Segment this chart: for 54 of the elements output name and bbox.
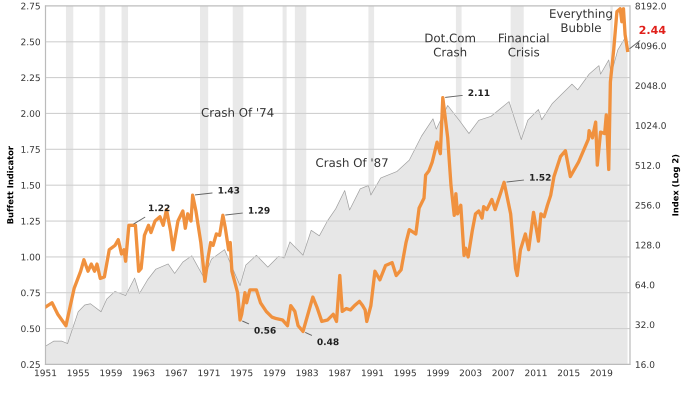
- x-tick-label: 1987: [329, 369, 351, 376]
- annotation: Everything Bubble: [550, 8, 612, 32]
- annotation: Financial Crisis: [499, 33, 548, 57]
- y2-tick-label: 2048.0: [636, 82, 666, 90]
- x-tick-label: 1971: [198, 369, 220, 376]
- y-tick-label: 0.50: [21, 325, 40, 332]
- y-tick-label: 1.25: [22, 218, 40, 225]
- y-tick-label: 2.25: [21, 74, 40, 82]
- annotation: 0.48: [317, 338, 339, 346]
- x-tick-label: 1955: [68, 369, 89, 376]
- x-tick-label: 2011: [525, 369, 547, 376]
- x-tick-label: 1963: [133, 369, 154, 376]
- y2-tick-label: 1024.0: [636, 122, 666, 129]
- x-tick-label: 2019: [590, 369, 612, 376]
- annotation: Crash Of '74: [202, 108, 274, 117]
- y2-tick-label: 64.0: [635, 282, 654, 288]
- y2-tick-label: 256.0: [636, 202, 660, 209]
- y-tick-label: 2.50: [21, 38, 40, 46]
- y2-axis-title: Index (Log 2): [672, 154, 680, 216]
- y-tick-label: 0.25: [21, 361, 40, 368]
- y2-tick-label: 16.0: [636, 361, 654, 368]
- y2-tick-label: 128.0: [636, 242, 660, 248]
- y-tick-label: 2.75: [21, 2, 40, 10]
- x-tick-label: 1983: [296, 369, 318, 376]
- y-axis-title: Buffett Indicator: [6, 146, 14, 224]
- annotation: Dot.Com Crash: [425, 34, 475, 57]
- y-tick-label: 1.00: [22, 254, 40, 260]
- annotation: 1.52: [530, 174, 551, 181]
- x-tick-label: 1979: [264, 369, 286, 376]
- x-tick-label: 1995: [394, 369, 416, 376]
- y-tick-label: 2.00: [21, 110, 40, 118]
- x-tick-label: 1967: [166, 369, 188, 376]
- annotation: 1.29: [248, 206, 270, 214]
- y-tick-label: 1.75: [22, 146, 40, 153]
- y2-tick-label: 512.0: [636, 162, 660, 169]
- annotation: 1.43: [218, 186, 240, 194]
- x-tick-label: 1975: [231, 369, 252, 376]
- annotation: 2.44: [640, 26, 666, 34]
- x-tick-label: 2003: [460, 369, 482, 376]
- y-tick-label: 0.75: [21, 289, 40, 296]
- y2-tick-label: 4096.0: [635, 42, 666, 50]
- x-tick-label: 2007: [492, 369, 514, 376]
- y2-tick-label: 8192.0: [635, 2, 666, 10]
- annotation: Crash Of '87: [316, 158, 388, 168]
- annotation: 0.56: [254, 326, 276, 334]
- annotation: 1.22: [149, 204, 170, 212]
- annotation: 2.11: [468, 89, 490, 96]
- x-tick-label: 2015: [558, 369, 580, 376]
- y-tick-label: 1.50: [22, 182, 40, 189]
- y2-tick-label: 32.0: [636, 321, 654, 328]
- x-tick-label: 1999: [427, 369, 449, 376]
- x-tick-label: 1959: [100, 369, 122, 376]
- x-tick-label: 1991: [362, 369, 384, 376]
- x-tick-label: 1951: [35, 369, 56, 376]
